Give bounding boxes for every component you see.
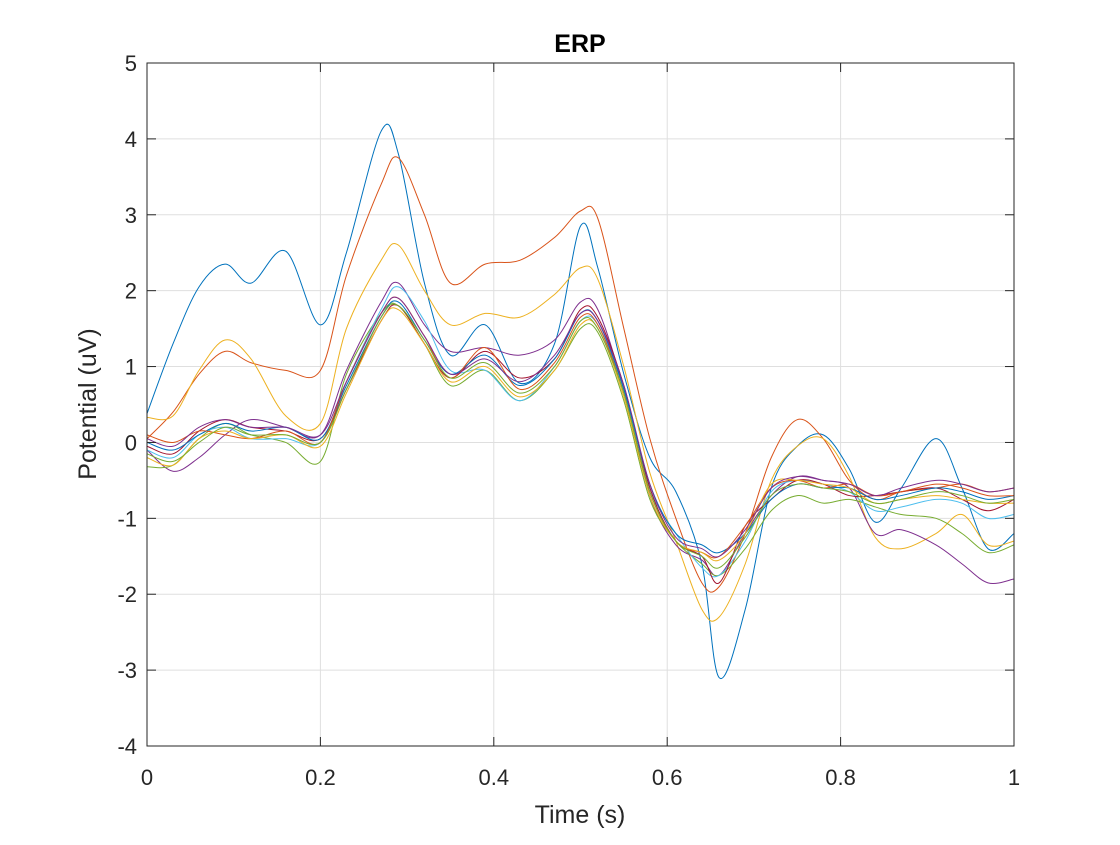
series-line-7 <box>146 304 1015 584</box>
series-lines <box>146 123 1015 679</box>
y-tick-label: 3 <box>125 203 137 228</box>
series-line-9 <box>146 296 1015 559</box>
y-tick-label: 1 <box>125 355 137 380</box>
y-tick-label: 2 <box>125 279 137 304</box>
series-line-12 <box>146 303 1015 569</box>
x-tick-label: 0 <box>141 765 153 790</box>
y-tick-label: -4 <box>117 734 137 759</box>
y-tick-label: 0 <box>125 430 137 455</box>
series-line-3 <box>146 242 1015 622</box>
plot-area <box>147 63 1014 746</box>
y-tick-label: 5 <box>125 51 137 76</box>
x-tick-label: 0.8 <box>825 765 856 790</box>
y-tick-label: -1 <box>117 506 137 531</box>
series-line-11 <box>146 296 1015 558</box>
y-tick-label: -2 <box>117 582 137 607</box>
series-line-2 <box>146 156 1015 593</box>
y-axis-label: Potential (uV) <box>74 328 102 479</box>
x-tick-label: 0.6 <box>652 765 683 790</box>
x-axis-label: Time (s) <box>535 801 626 829</box>
y-tick-label: -3 <box>117 658 137 683</box>
x-tick-label: 0.4 <box>479 765 510 790</box>
axis-ticks: 0 0.2 0.4 0.6 0.8 1 -4 -3 -2 -1 0 1 2 3 4 5 <box>117 51 1020 790</box>
x-tick-label: 1 <box>1008 765 1020 790</box>
axes-box <box>146 62 1015 747</box>
y-tick-label: 4 <box>125 127 137 152</box>
chart-title: ERP <box>554 30 605 58</box>
x-tick-label: 0.2 <box>305 765 336 790</box>
series-line-1 <box>146 123 1015 679</box>
